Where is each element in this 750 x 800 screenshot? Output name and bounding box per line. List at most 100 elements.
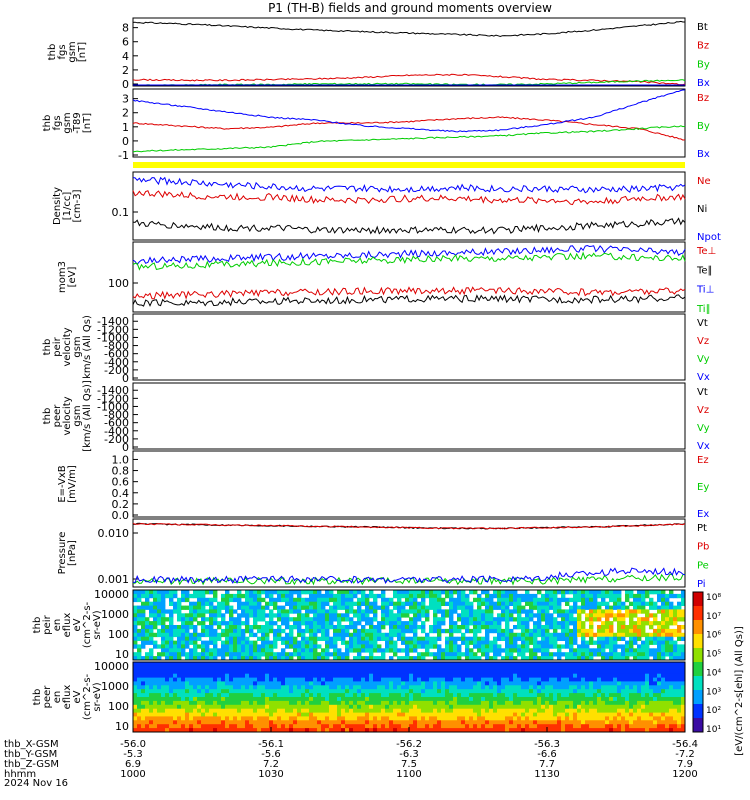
heatmap-cell <box>505 648 510 653</box>
heatmap-cell <box>337 593 342 599</box>
y-tick-label: -1400 <box>97 315 129 328</box>
heatmap-cell <box>577 665 582 671</box>
heatmap-cell <box>493 712 498 717</box>
heatmap-cell <box>213 640 218 645</box>
heatmap-cell <box>273 677 278 682</box>
heatmap-cell <box>525 712 530 717</box>
y-tick-label: 0.8 <box>112 465 130 478</box>
heatmap-cell <box>477 593 482 599</box>
heatmap-cell <box>401 697 406 702</box>
heatmap-cell <box>177 640 182 645</box>
heatmap-cell <box>433 601 438 606</box>
heatmap-cell <box>493 644 498 649</box>
heatmap-cell <box>581 716 586 721</box>
heatmap-cell <box>229 704 234 710</box>
heatmap-cell <box>617 693 622 698</box>
heatmap-cell <box>533 712 538 717</box>
heatmap-cell <box>485 617 490 622</box>
heatmap-cell <box>677 681 682 686</box>
heatmap-cell <box>341 689 346 694</box>
heatmap-cell <box>465 724 470 729</box>
heatmap-cell <box>321 677 326 682</box>
heatmap-cell <box>553 704 558 710</box>
heatmap-cell <box>581 632 586 638</box>
heatmap-cell <box>633 677 638 682</box>
heatmap-cell <box>397 601 402 606</box>
heatmap-cell <box>597 609 602 614</box>
heatmap-cell <box>173 677 178 682</box>
heatmap-cell <box>297 632 302 638</box>
heatmap-cell <box>357 632 362 638</box>
heatmap-cell <box>633 636 638 641</box>
heatmap-cell <box>317 724 322 729</box>
heatmap-cell <box>373 628 378 634</box>
heatmap-cell <box>377 648 382 653</box>
heatmap-cell <box>337 728 342 733</box>
heatmap-cell <box>493 704 498 710</box>
heatmap-cell <box>653 685 658 690</box>
heatmap-cell <box>645 617 650 622</box>
heatmap-cell <box>521 704 526 710</box>
heatmap-cell <box>149 605 154 610</box>
heatmap-cell <box>577 644 582 649</box>
heatmap-cell <box>309 689 314 694</box>
heatmap-cell <box>401 708 406 713</box>
heatmap-cell <box>373 689 378 694</box>
heatmap-cell <box>349 704 354 710</box>
heatmap-cell <box>605 665 610 671</box>
heatmap-cell <box>529 609 534 614</box>
heatmap-cell <box>141 632 146 638</box>
heatmap-cell <box>165 708 170 713</box>
heatmap-cell <box>413 724 418 729</box>
heatmap-cell <box>449 662 454 667</box>
heatmap-cell <box>321 601 326 606</box>
heatmap-cell <box>229 605 234 610</box>
heatmap-cell <box>453 681 458 686</box>
heatmap-cell <box>341 605 346 610</box>
heatmap-cell <box>225 708 230 713</box>
heatmap-cell <box>189 648 194 653</box>
heatmap-cell <box>209 621 214 626</box>
heatmap-cell <box>441 677 446 682</box>
heatmap-cell <box>409 625 414 630</box>
heatmap-cell <box>317 662 322 667</box>
heatmap-cell <box>525 590 530 595</box>
heatmap-cell <box>641 648 646 653</box>
heatmap-cell <box>501 712 506 717</box>
heatmap-cell <box>513 708 518 713</box>
heatmap-cell <box>189 621 194 626</box>
heatmap-cell <box>149 636 154 641</box>
heatmap-cell <box>581 601 586 606</box>
heatmap-cell <box>269 628 274 634</box>
heatmap-cell <box>205 697 210 702</box>
heatmap-cell <box>281 628 286 634</box>
heatmap-cell <box>225 685 230 690</box>
heatmap-cell <box>361 656 366 661</box>
heatmap-cell <box>473 652 478 657</box>
heatmap-cell <box>365 716 370 721</box>
heatmap-cell <box>649 636 654 641</box>
heatmap-cell <box>449 605 454 610</box>
heatmap-cell <box>649 662 654 667</box>
heatmap-cell <box>413 662 418 667</box>
heatmap-cell <box>289 669 294 675</box>
heatmap-cell <box>133 652 138 657</box>
heatmap-cell <box>613 704 618 710</box>
heatmap-cell <box>189 716 194 721</box>
heatmap-cell <box>241 708 246 713</box>
heatmap-cell <box>433 590 438 595</box>
legend-entry-Vt: Vt <box>697 318 708 329</box>
heatmap-cell <box>557 597 562 603</box>
heatmap-cell <box>625 700 630 706</box>
heatmap-cell <box>281 621 286 626</box>
heatmap-cell <box>141 712 146 717</box>
heatmap-cell <box>317 609 322 614</box>
heatmap-cell <box>541 644 546 649</box>
heatmap-cell <box>589 636 594 641</box>
heatmap-cell <box>165 697 170 702</box>
heatmap-cell <box>461 640 466 645</box>
heatmap-cell <box>393 648 398 653</box>
heatmap-cell <box>661 617 666 622</box>
heatmap-cell <box>165 648 170 653</box>
heatmap-cell <box>321 648 326 653</box>
